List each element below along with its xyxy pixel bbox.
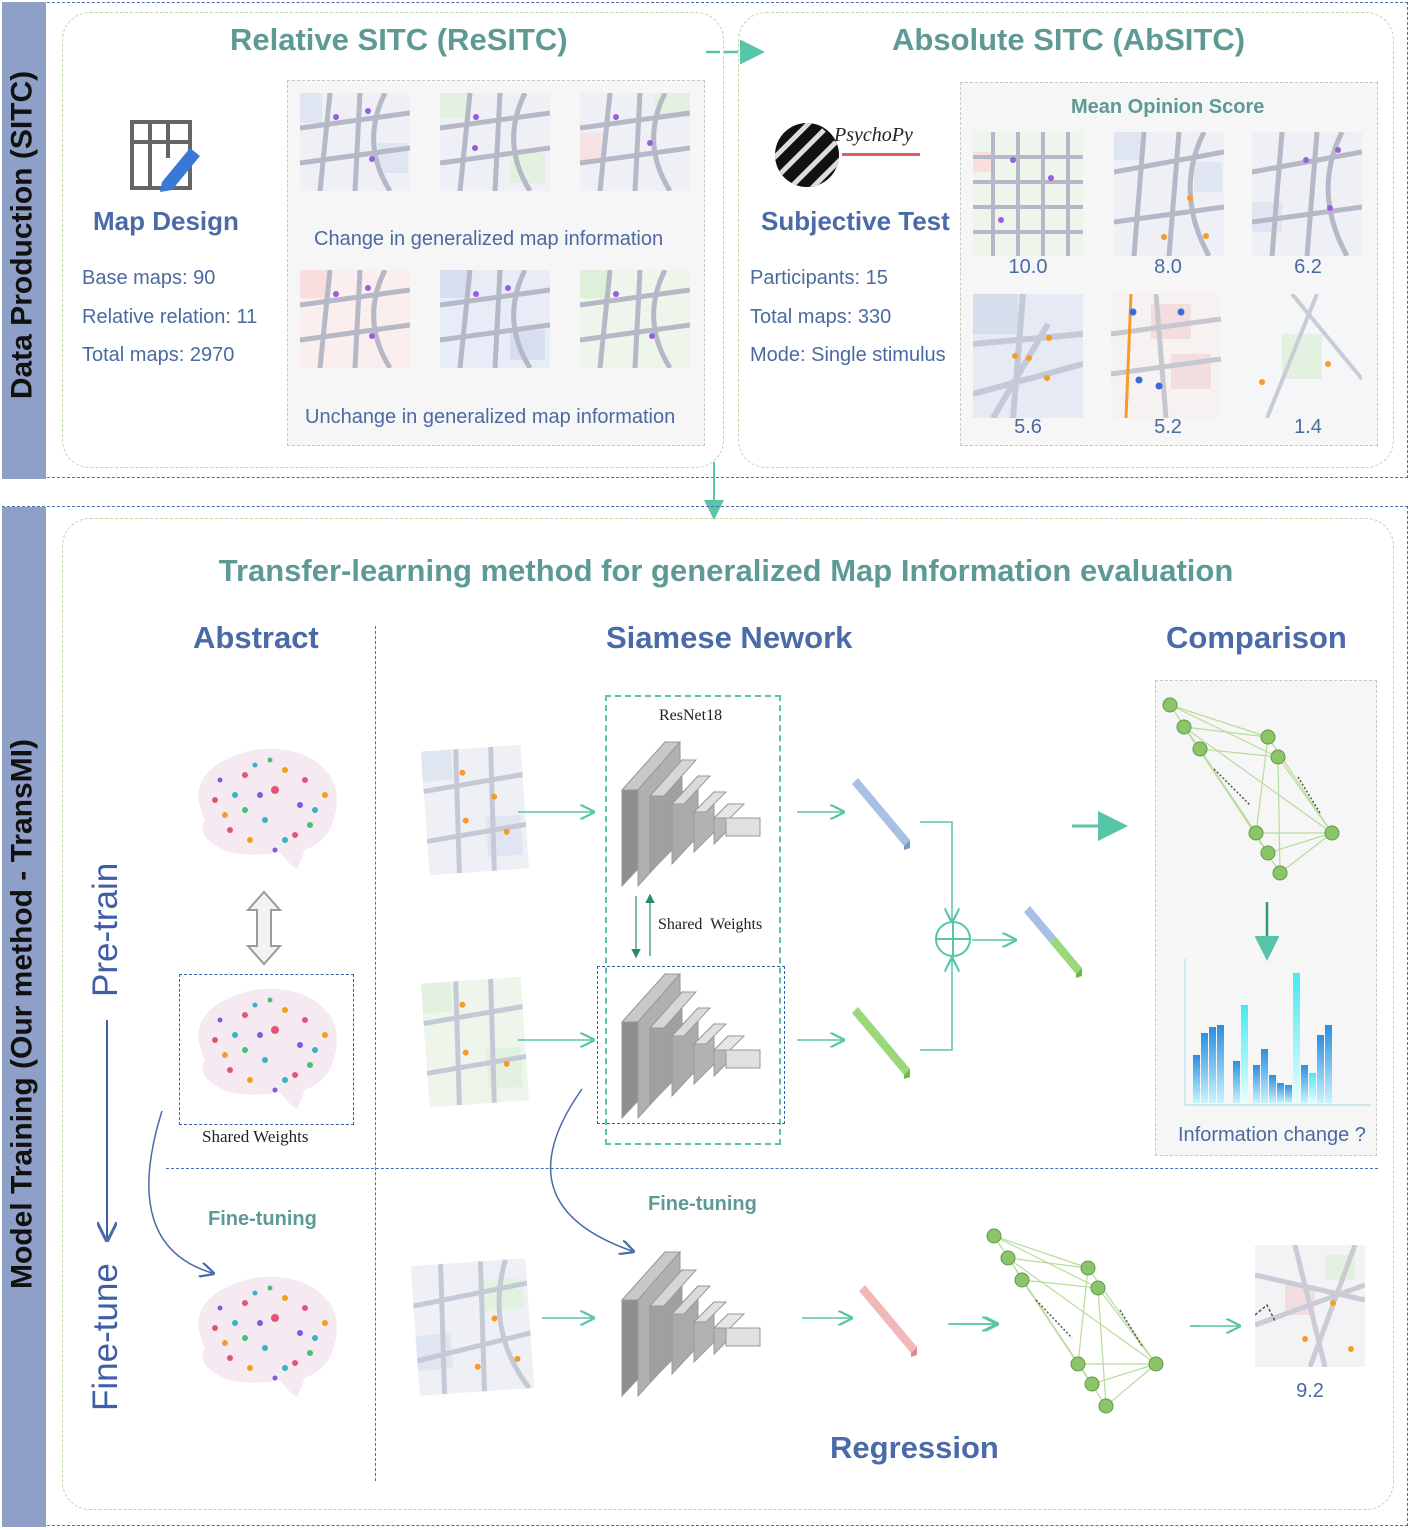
shared-weights-brain-box — [179, 974, 354, 1125]
result-score: 9.2 — [1296, 1380, 1324, 1402]
cnn-stack-icon — [620, 1250, 761, 1398]
map-design-icon — [130, 120, 200, 192]
comparison-network-icon — [1162, 697, 1340, 881]
absitc-panel — [738, 12, 1394, 468]
information-change-label: Information change ? — [1178, 1124, 1366, 1146]
pretrain-label: Pre-train — [86, 862, 125, 997]
mos-map-tile — [1114, 132, 1224, 256]
finetune-input-map — [410, 1258, 535, 1396]
mos-map-tile — [973, 132, 1083, 256]
feature-vector-green — [852, 1007, 910, 1079]
row-divider — [166, 1168, 1378, 1169]
mos-map-tile — [1111, 294, 1221, 418]
resitc-title: Relative SITC (ReSITC) — [230, 22, 568, 57]
data-production-band — [2, 2, 46, 479]
information-change-bars-icon — [1184, 959, 1371, 1106]
method-title: Transfer-learning method for generalized… — [218, 553, 1234, 588]
subjective-test-label: Subjective Test — [761, 206, 950, 236]
mos-score: 6.2 — [1294, 256, 1322, 278]
resitc-to-absitc-arrow — [706, 40, 765, 64]
method-panel — [62, 518, 1394, 1510]
total-maps-stat: Total maps: 2970 — [82, 344, 235, 366]
absitc-total-maps-stat: Total maps: 330 — [750, 306, 892, 328]
shared-weights-arrows — [631, 893, 655, 959]
mos-map-tile — [1252, 294, 1362, 418]
finetuning-left-label: Fine-tuning — [208, 1208, 317, 1230]
relative-relation-stat: Relative relation: 11 — [82, 306, 258, 328]
shared-weights-brain-label: Shared Weights — [202, 1127, 309, 1146]
mos-map-tile — [973, 294, 1083, 418]
participants-stat: Participants: 15 — [750, 267, 888, 289]
feature-vector-concat — [1024, 906, 1082, 978]
brain-pretrain-icon — [198, 748, 337, 870]
regression-flow-arrows — [948, 1310, 1260, 1340]
siamese-input-map-2 — [420, 976, 530, 1108]
pretrain-to-finetune-arrow — [95, 1020, 119, 1248]
mode-stat: Mode: Single stimulus — [750, 344, 946, 366]
resitc-map-tile — [580, 270, 690, 368]
resnet-label: ResNet18 — [659, 707, 723, 724]
siamese-input-map-1 — [420, 744, 530, 876]
data-production-label: Data Production (SITC) — [5, 70, 39, 400]
model-training-label: Model Training (Our method - TransMI) — [5, 739, 39, 1290]
mos-score: 5.6 — [1014, 416, 1042, 438]
psychopy-wordmark: PsychoPy — [834, 124, 913, 146]
brain-finetune-icon — [198, 1276, 337, 1398]
finetune-label: Fine-tune — [86, 1263, 125, 1411]
regression-network-icon — [986, 1228, 1164, 1414]
cnn-stack-icon — [620, 972, 761, 1120]
mos-map-tile — [1252, 132, 1362, 256]
mos-score: 8.0 — [1154, 256, 1182, 278]
resitc-map-tile — [440, 93, 550, 191]
brain-shared-icon — [198, 988, 337, 1110]
resitc-map-tile — [300, 270, 410, 368]
column-divider — [375, 626, 376, 1481]
siamese-heading: Siamese Nework — [606, 620, 853, 655]
comparison-heading: Comparison — [1166, 620, 1347, 655]
output-map-tile — [1255, 1245, 1365, 1367]
abstract-heading: Abstract — [193, 620, 319, 655]
cnn-stack-icon — [620, 740, 761, 888]
feature-vector-blue — [852, 778, 910, 850]
mos-title: Mean Opinion Score — [1071, 96, 1265, 118]
unchange-caption: Unchange in generalized map information — [305, 406, 676, 428]
base-maps-stat: Base maps: 90 — [82, 267, 216, 289]
absitc-title: Absolute SITC (AbSITC) — [892, 22, 1246, 57]
comparison-down-arrow — [1255, 902, 1279, 961]
resitc-map-tile — [580, 93, 690, 191]
model-training-band — [2, 507, 46, 1527]
mos-score: 1.4 — [1294, 416, 1322, 438]
section-connector-arrow — [704, 462, 724, 520]
shared-weights-net-label: Shared Weights — [658, 916, 763, 933]
shared-net-box — [597, 966, 785, 1124]
concat-icon — [935, 921, 971, 957]
regression-heading: Regression — [830, 1430, 999, 1465]
resitc-map-tile — [300, 93, 410, 191]
brain-transfer-double-arrow — [245, 890, 283, 966]
mos-score: 5.2 — [1154, 416, 1182, 438]
resitc-panel — [62, 12, 724, 468]
map-design-label: Map Design — [93, 206, 239, 236]
mos-score: 10.0 — [1008, 256, 1048, 278]
psychopy-tagline-mark — [842, 153, 920, 156]
resnet-box — [605, 695, 781, 1145]
curved-transfer-arrows — [148, 1088, 660, 1285]
change-caption: Change in generalized map information — [314, 228, 664, 250]
psychopy-logo-icon — [775, 123, 839, 187]
resitc-map-tile — [440, 270, 550, 368]
feature-vector-pink — [859, 1285, 917, 1357]
finetuning-mid-label: Fine-tuning — [648, 1193, 757, 1215]
